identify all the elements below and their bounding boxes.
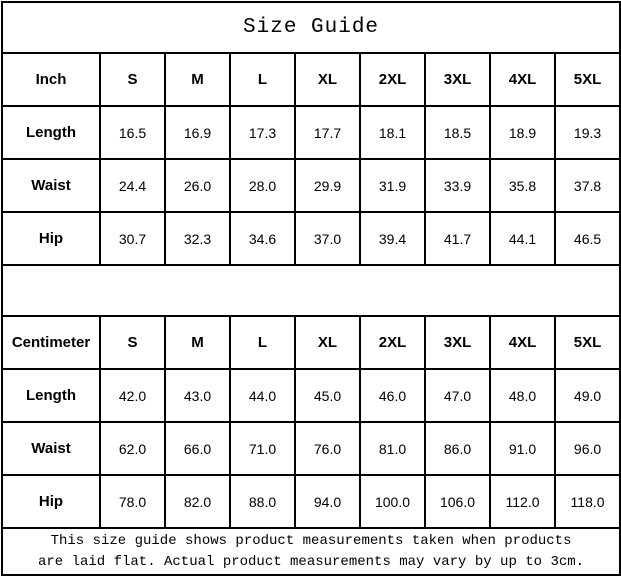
footer-note-line-2: are laid flat. Actual product measuremen…	[37, 553, 585, 570]
spacer-cell	[0, 264, 621, 317]
centimeter-table-body: Centimeter S M L XL 2XL 3XL 4XL 5XL Length 42.0 43.…	[1, 315, 621, 529]
measurement-value-cell: 96.0	[553, 421, 621, 476]
size-header-cell: L	[229, 315, 296, 370]
inch-table-body: Inch S M L XL 2XL 3XL 4XL 5XL Length 16.5 16.9 17.3 1…	[1, 52, 621, 266]
measurement-value-cell: 16.9	[164, 105, 231, 160]
measurement-value-cell: 18.1	[359, 105, 426, 160]
measurement-value-cell: 46.0	[359, 368, 426, 423]
measurement-label-cell: Waist	[1, 421, 101, 476]
measurement-value-cell: 66.0	[164, 421, 231, 476]
measurement-row: Length 42.0 43.0 44.0 45.0 46.0 47.0 48.0 49.0	[1, 368, 621, 423]
measurement-value-cell: 100.0	[359, 474, 426, 529]
measurement-value-cell: 48.0	[489, 368, 556, 423]
measurement-value-cell: 28.0	[229, 158, 296, 213]
measurement-value-cell: 43.0	[164, 368, 231, 423]
measurement-value-cell: 118.0	[553, 474, 621, 529]
measurement-label-cell: Length	[1, 368, 101, 423]
measurement-value-cell: 42.0	[99, 368, 166, 423]
spacer-row	[0, 264, 621, 317]
size-header-cell: 2XL	[359, 52, 426, 107]
measurement-row: Hip 30.7 32.3 34.6 37.0 39.4 41.7 44.1 46.5	[1, 211, 621, 266]
measurement-value-cell: 82.0	[164, 474, 231, 529]
size-header-cell: 2XL	[359, 315, 426, 370]
measurement-value-cell: 46.5	[553, 211, 621, 266]
measurement-value-cell: 45.0	[294, 368, 361, 423]
measurement-value-cell: 44.0	[229, 368, 296, 423]
page-title: Size Guide	[0, 1, 621, 54]
size-header-cell: M	[164, 52, 231, 107]
measurement-value-cell: 88.0	[229, 474, 296, 529]
measurement-value-cell: 29.9	[294, 158, 361, 213]
measurement-value-cell: 18.9	[489, 105, 556, 160]
measurement-value-cell: 71.0	[229, 421, 296, 476]
size-header-cell: XL	[294, 315, 361, 370]
measurement-label-cell: Waist	[1, 158, 101, 213]
measurement-value-cell: 76.0	[294, 421, 361, 476]
spacer-section	[0, 264, 621, 317]
size-header-cell: 5XL	[553, 315, 621, 370]
unit-label-cell: Inch	[1, 52, 101, 107]
unit-label-cell: Centimeter	[1, 315, 101, 370]
measurement-row: Length 16.5 16.9 17.3 17.7 18.1 18.5 18.9 19.3	[1, 105, 621, 160]
measurement-value-cell: 24.4	[99, 158, 166, 213]
measurement-value-cell: 91.0	[489, 421, 556, 476]
footer-note: This size guide shows product measuremen…	[0, 527, 621, 576]
measurement-value-cell: 81.0	[359, 421, 426, 476]
measurement-value-cell: 37.8	[553, 158, 621, 213]
size-header-cell: XL	[294, 52, 361, 107]
measurement-value-cell: 94.0	[294, 474, 361, 529]
measurement-label-cell: Hip	[1, 474, 101, 529]
measurement-value-cell: 112.0	[489, 474, 556, 529]
measurement-value-cell: 37.0	[294, 211, 361, 266]
measurement-row: Waist 62.0 66.0 71.0 76.0 81.0 86.0 91.0 96.0	[1, 421, 621, 476]
measurement-value-cell: 44.1	[489, 211, 556, 266]
measurement-value-cell: 16.5	[99, 105, 166, 160]
footer-note-line-1: This size guide shows product measuremen…	[50, 533, 572, 550]
size-header-row: Centimeter S M L XL 2XL 3XL 4XL 5XL	[1, 315, 621, 370]
title-row: Size Guide	[0, 1, 621, 54]
size-header-cell: S	[99, 315, 166, 370]
measurement-value-cell: 39.4	[359, 211, 426, 266]
measurement-value-cell: 19.3	[553, 105, 621, 160]
measurement-value-cell: 34.6	[229, 211, 296, 266]
size-header-cell: 3XL	[424, 52, 491, 107]
measurement-label-cell: Hip	[1, 211, 101, 266]
measurement-value-cell: 41.7	[424, 211, 491, 266]
measurement-value-cell: 47.0	[424, 368, 491, 423]
footer-section: This size guide shows product measuremen…	[0, 527, 621, 576]
measurement-value-cell: 62.0	[99, 421, 166, 476]
size-header-cell: S	[99, 52, 166, 107]
measurement-label-cell: Length	[1, 105, 101, 160]
size-header-cell: 3XL	[424, 315, 491, 370]
measurement-value-cell: 106.0	[424, 474, 491, 529]
measurement-value-cell: 30.7	[99, 211, 166, 266]
measurement-value-cell: 49.0	[553, 368, 621, 423]
measurement-row: Waist 24.4 26.0 28.0 29.9 31.9 33.9 35.8 37.8	[1, 158, 621, 213]
measurement-value-cell: 78.0	[99, 474, 166, 529]
measurement-value-cell: 17.3	[229, 105, 296, 160]
measurement-value-cell: 26.0	[164, 158, 231, 213]
title-section: Size Guide	[0, 1, 621, 54]
measurement-value-cell: 32.3	[164, 211, 231, 266]
size-header-row: Inch S M L XL 2XL 3XL 4XL 5XL	[1, 52, 621, 107]
size-header-cell: 4XL	[489, 315, 556, 370]
footer-row: This size guide shows product measuremen…	[0, 527, 621, 576]
measurement-value-cell: 33.9	[424, 158, 491, 213]
measurement-value-cell: 18.5	[424, 105, 491, 160]
measurement-value-cell: 86.0	[424, 421, 491, 476]
measurement-row: Hip 78.0 82.0 88.0 94.0 100.0 106.0 112.0 118.0	[1, 474, 621, 529]
measurement-value-cell: 31.9	[359, 158, 426, 213]
size-header-cell: 4XL	[489, 52, 556, 107]
measurement-value-cell: 35.8	[489, 158, 556, 213]
size-header-cell: L	[229, 52, 296, 107]
size-header-cell: M	[164, 315, 231, 370]
size-header-cell: 5XL	[553, 52, 621, 107]
measurement-value-cell: 17.7	[294, 105, 361, 160]
